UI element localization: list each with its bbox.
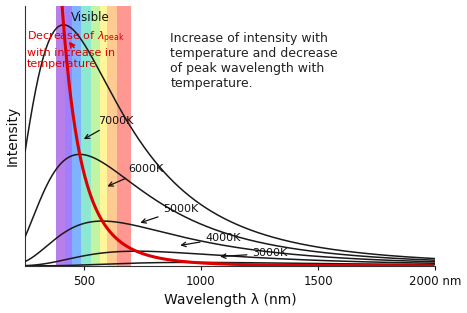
X-axis label: Wavelength λ (nm): Wavelength λ (nm) [164,294,297,307]
Text: 3000K: 3000K [221,248,288,258]
Bar [72,6,81,266]
Y-axis label: Intensity: Intensity [6,105,20,166]
Text: Decrease of $\lambda_{\mathrm{peak}}$
with increase in
temperature: Decrease of $\lambda_{\mathrm{peak}}$ wi… [27,30,125,69]
Text: Increase of intensity with
temperature and decrease
of peak wavelength with
temp: Increase of intensity with temperature a… [170,32,338,90]
Bar [65,6,72,266]
Bar [107,6,116,266]
Text: 5000K: 5000K [142,204,198,223]
Bar [81,6,91,266]
Text: 4000K: 4000K [182,233,241,247]
Text: 7000K: 7000K [85,116,133,138]
Bar [100,6,107,266]
Text: 6000K: 6000K [109,164,163,186]
Bar [91,6,100,266]
Bar [116,6,131,266]
Text: Visible: Visible [71,11,110,24]
Bar [56,6,65,266]
